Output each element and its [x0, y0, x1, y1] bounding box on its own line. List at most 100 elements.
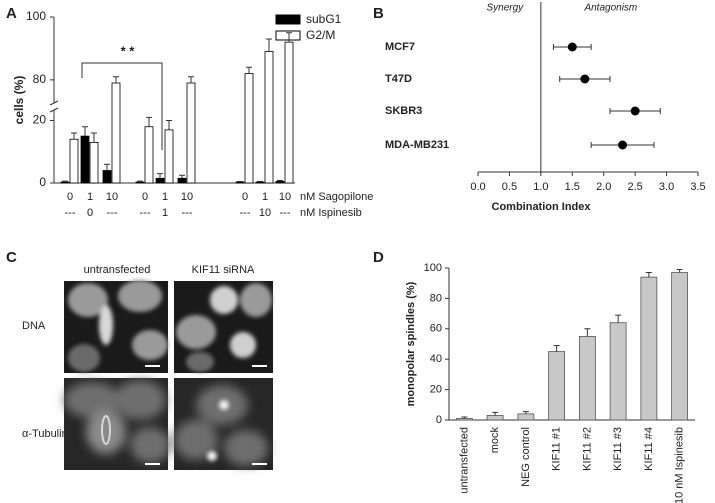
bar [111, 82, 121, 184]
x-tick-label: KIF11 #2 [581, 427, 593, 471]
x-tick-label: 2.0 [596, 181, 611, 193]
column-label: KIF11 siRNA [192, 264, 255, 276]
annotation: Antagonism [583, 3, 637, 14]
error-bar [71, 132, 77, 140]
error-bar [91, 132, 97, 143]
bar [640, 276, 658, 421]
category-title: nM Sagopilone [300, 191, 373, 203]
error-bar [553, 345, 560, 352]
x-tick-label: 1 [262, 191, 268, 203]
column-label: untransfected [84, 264, 151, 276]
error-bar [188, 76, 194, 83]
y-tick-label: 100 [26, 9, 46, 23]
micrograph-tubulin-untransfected [64, 378, 170, 470]
x-tick-label: mock [489, 427, 501, 454]
x-tick-label: KIF11 #3 [612, 427, 624, 471]
x-tick-label: 0 [67, 191, 73, 203]
y-tick-label: 20 [33, 113, 47, 127]
x-tick-label: 0.5 [502, 181, 517, 193]
error-bar [257, 180, 263, 183]
bar [89, 141, 99, 184]
bar [235, 181, 245, 184]
significance-bracket [81, 62, 163, 150]
x-tick-label: 3.0 [659, 181, 674, 193]
row-label: α-Tubulin [22, 428, 68, 440]
panel-label: B [373, 5, 384, 22]
x-tick-label: KIF11 #4 [643, 427, 655, 471]
y-tick-label: 0 [436, 414, 442, 426]
error-bar [157, 173, 163, 179]
x-tick-label: NEG control [520, 427, 532, 487]
y-tick-label: MCF7 [385, 41, 415, 53]
error-bar [62, 180, 68, 183]
annotation: * * [121, 43, 136, 58]
x-tick-label-2: 1 [162, 207, 168, 219]
y-tick-label: 40 [430, 353, 442, 365]
panel-label: A [6, 5, 17, 22]
bar [155, 177, 165, 184]
y-tick-label: SKBR3 [385, 105, 422, 117]
bar [455, 418, 473, 421]
error-bar [522, 411, 529, 414]
x-tick-label: 2.5 [627, 181, 642, 193]
point [567, 42, 577, 52]
x-tick-label: 3.5 [690, 181, 705, 193]
y-tick-label: 80 [430, 292, 442, 304]
bar [177, 177, 187, 184]
x-tick-label: KIF11 #1 [551, 427, 563, 471]
x-tick-label: 10 [181, 191, 193, 203]
error-bar [82, 126, 88, 137]
error-bar [461, 416, 468, 419]
bar [255, 181, 265, 184]
bar [264, 51, 274, 184]
x-axis-label: Combination Index [492, 201, 592, 213]
legend-label: subG1 [306, 12, 342, 26]
y-tick-label: 80 [33, 72, 47, 86]
bar [548, 351, 566, 421]
bar [144, 126, 154, 184]
y-tick-label: T47D [385, 73, 412, 85]
point [580, 74, 590, 84]
error-bar [492, 411, 499, 416]
x-tick-label-2: --- [182, 207, 193, 219]
bar [102, 170, 112, 184]
x-tick-label: 1 [87, 191, 93, 203]
error-bar [584, 328, 591, 337]
y-tick-label: 60 [430, 323, 442, 335]
error-bar [104, 163, 110, 171]
bar [284, 41, 294, 184]
error-bar [179, 174, 185, 179]
micrograph-dna-untransfected [64, 280, 168, 373]
x-tick-label: 1.0 [533, 181, 548, 193]
bar [80, 135, 90, 184]
x-tick-label-2: --- [140, 207, 151, 219]
bar [609, 322, 627, 421]
bar [244, 73, 254, 184]
bar [517, 413, 535, 421]
x-tick-label-2: 0 [87, 207, 93, 219]
error-bar [277, 180, 283, 182]
y-axis-label: cells (%) [12, 76, 26, 125]
error-bar [266, 38, 272, 52]
x-tick-label-2: --- [107, 207, 118, 219]
error-bar [146, 116, 152, 127]
error-bar [246, 66, 252, 74]
x-tick-label: 1 [162, 191, 168, 203]
micrograph-dna-kif11 [174, 281, 273, 373]
x-tick-label: 10 [106, 191, 118, 203]
bar [60, 181, 70, 184]
error-bar [137, 180, 143, 183]
point [630, 106, 640, 116]
bar [578, 335, 596, 421]
category-title: nM Ispinesib [300, 207, 362, 219]
x-tick-label: 0.0 [470, 181, 485, 193]
x-tick-label: 10 nM Ispinesib [674, 427, 686, 503]
bar [671, 272, 689, 421]
annotation: Synergy [487, 3, 525, 14]
y-tick-label: 100 [424, 262, 442, 274]
x-tick-label: 10 [279, 191, 291, 203]
error-bar [237, 180, 243, 183]
y-tick-label: MDA-MB231 [385, 139, 449, 151]
bar [164, 129, 174, 184]
